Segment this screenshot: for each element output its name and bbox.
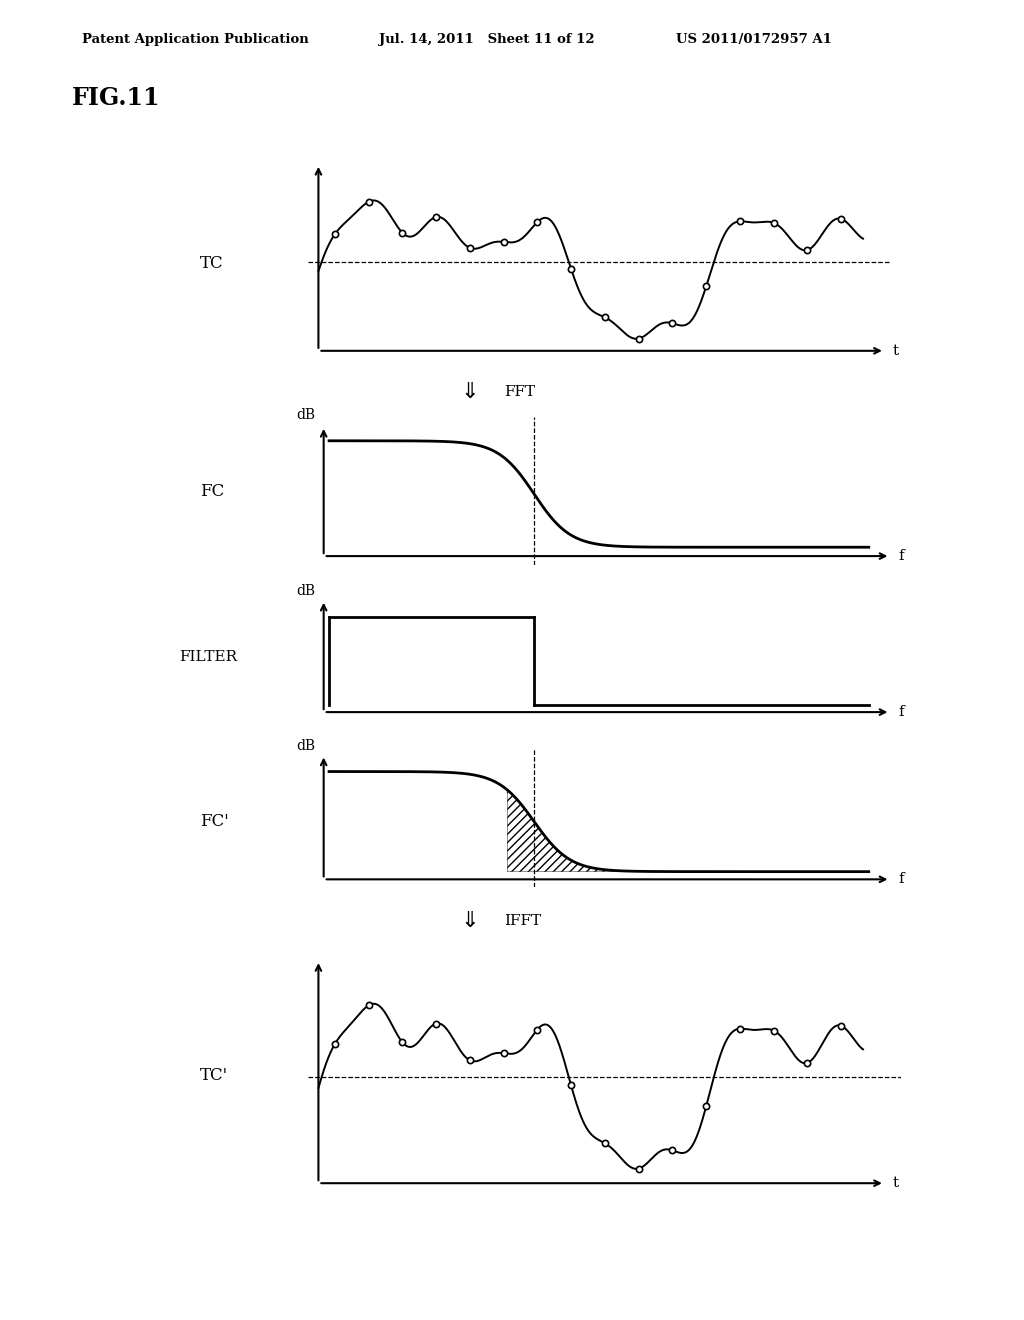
Text: f: f [898,873,904,886]
Text: t: t [893,1176,899,1191]
Text: IFFT: IFFT [504,915,541,928]
Text: US 2011/0172957 A1: US 2011/0172957 A1 [676,33,831,46]
Text: FILTER: FILTER [179,651,238,664]
Text: $\Downarrow$: $\Downarrow$ [456,381,476,403]
Text: t: t [893,343,899,358]
Text: FC': FC' [200,813,228,829]
Text: TC': TC' [200,1068,227,1084]
Text: f: f [898,549,904,564]
Text: Patent Application Publication: Patent Application Publication [82,33,308,46]
Text: Jul. 14, 2011   Sheet 11 of 12: Jul. 14, 2011 Sheet 11 of 12 [379,33,595,46]
Text: dB: dB [296,585,315,598]
Text: FC: FC [200,483,224,499]
Text: f: f [898,705,904,719]
Text: FIG.11: FIG.11 [72,86,160,110]
Text: $\Downarrow$: $\Downarrow$ [456,911,476,932]
Text: dB: dB [296,739,315,752]
Text: FFT: FFT [504,385,535,399]
Text: TC: TC [200,256,223,272]
Text: dB: dB [296,408,315,421]
